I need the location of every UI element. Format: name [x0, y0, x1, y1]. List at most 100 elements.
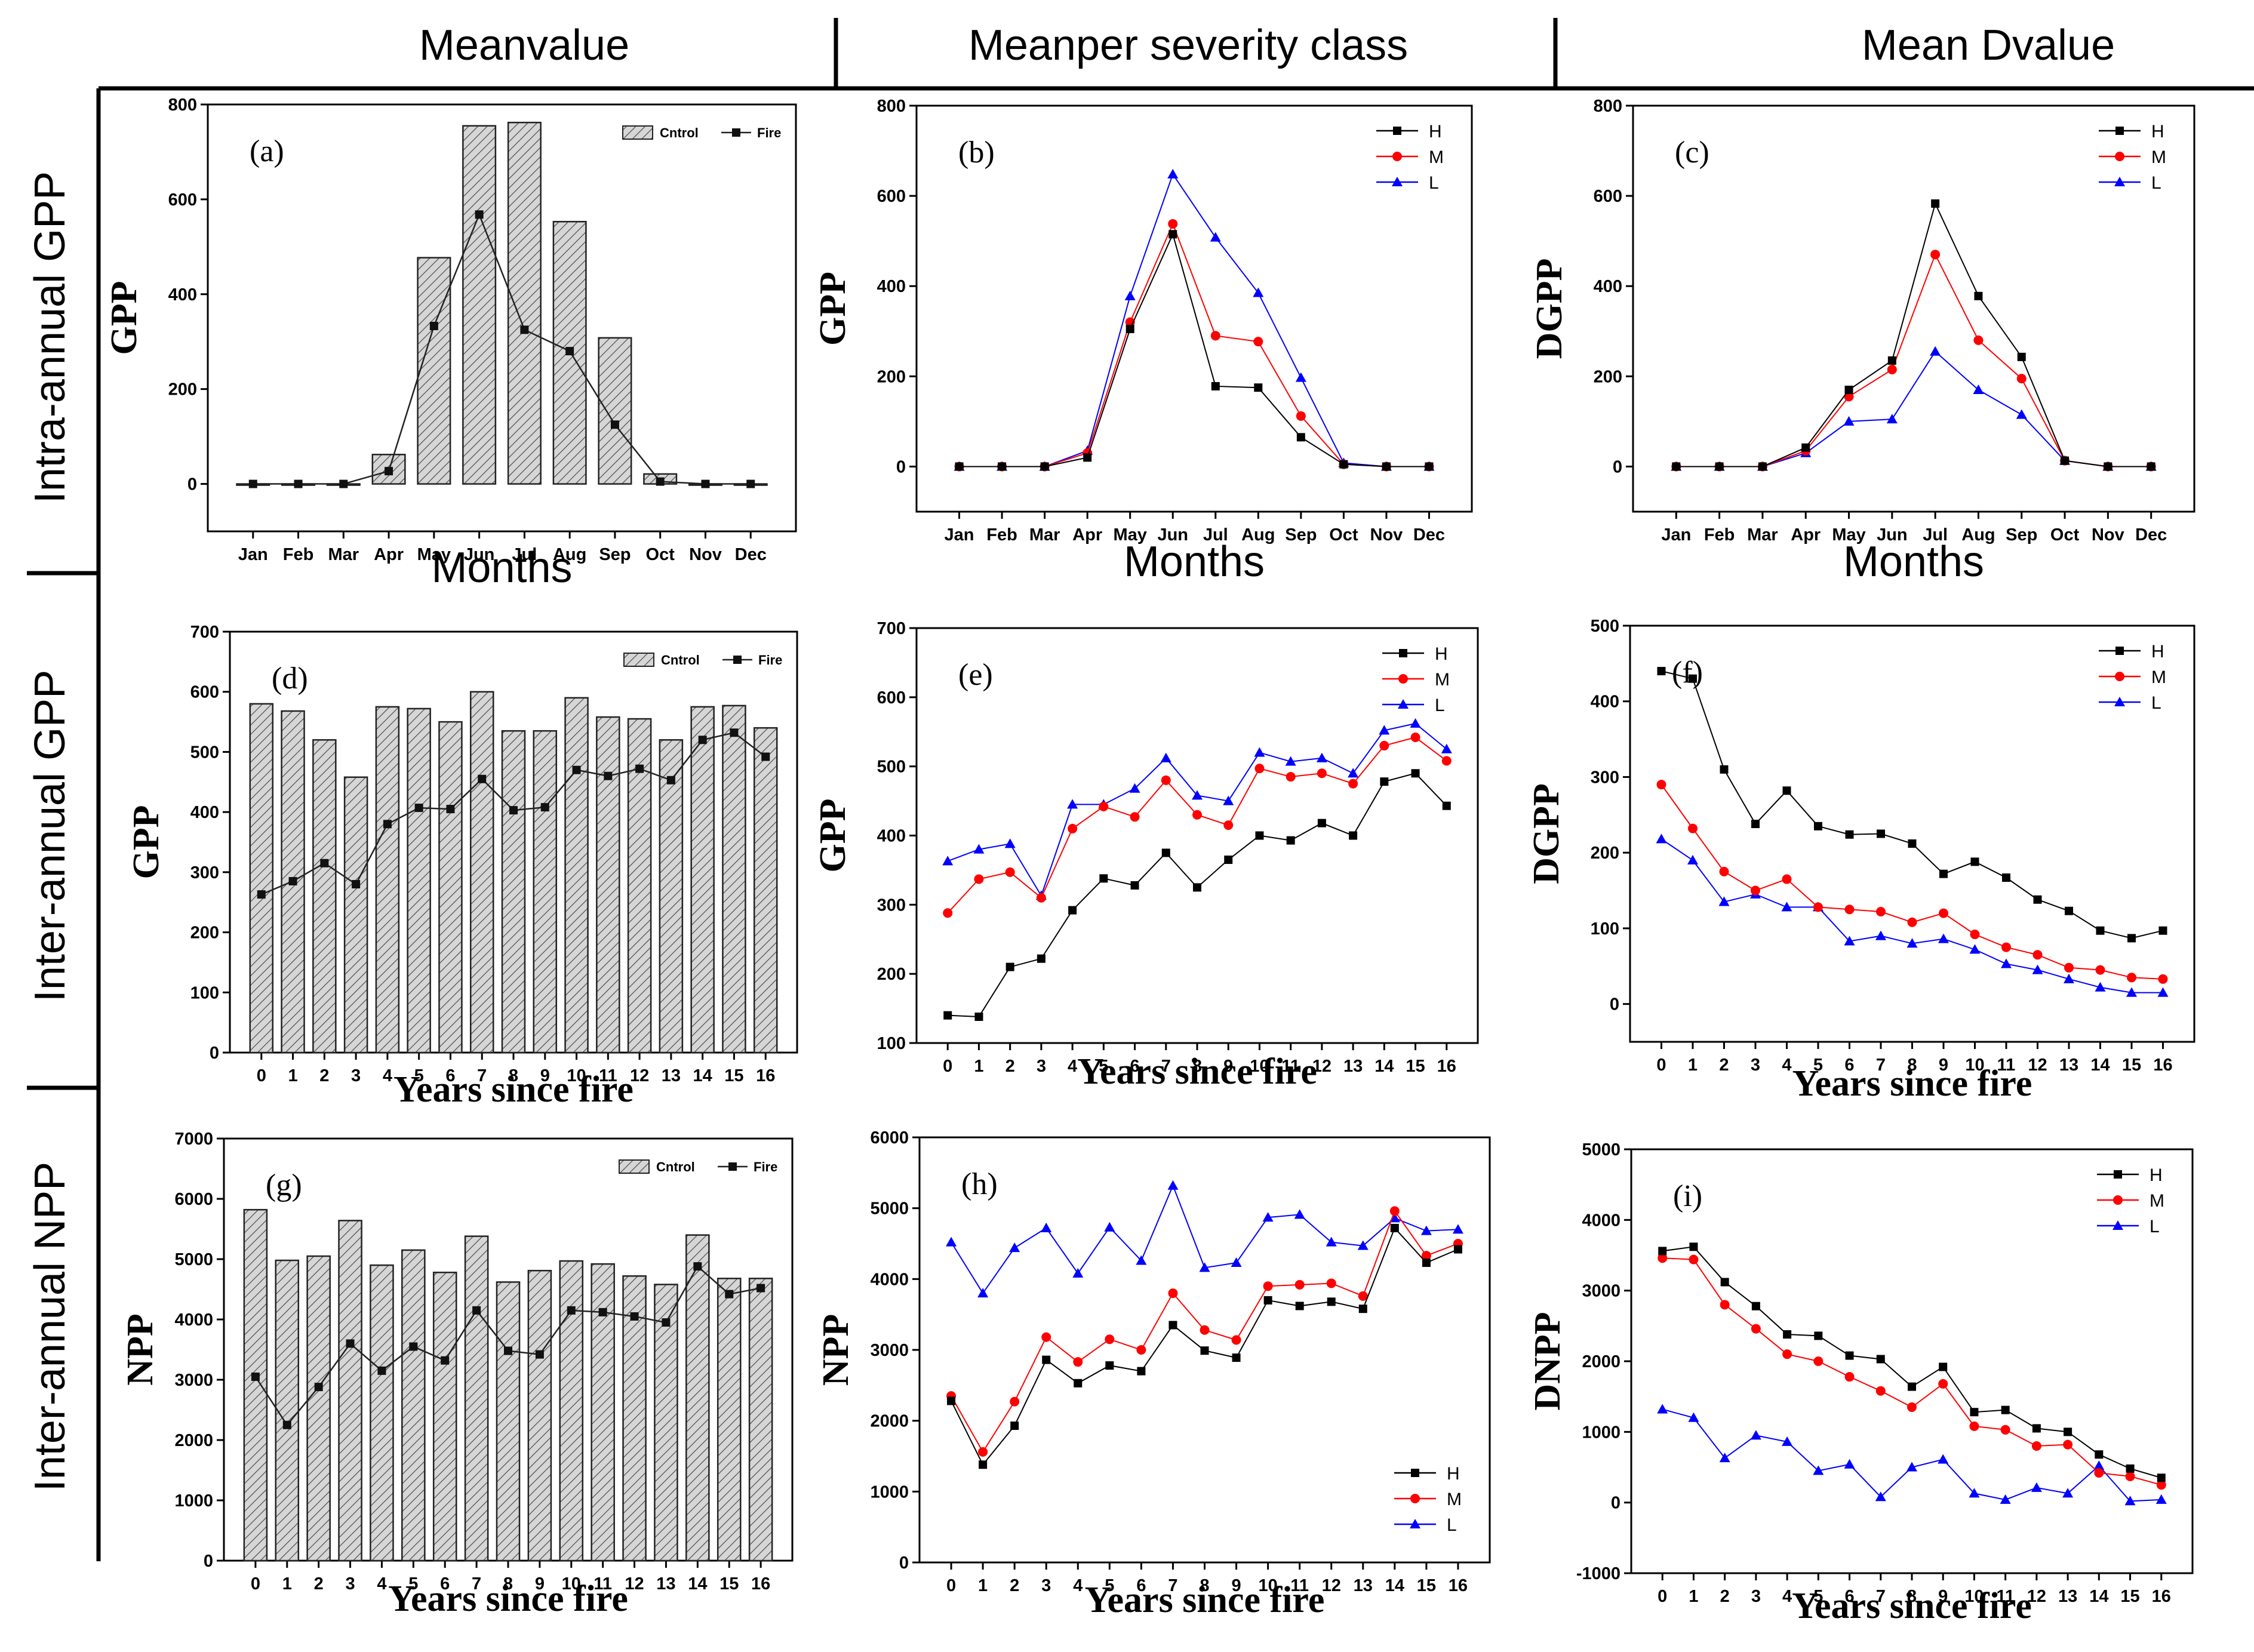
- bar-cntrol: [507, 121, 542, 485]
- point-m: [1689, 1254, 1699, 1265]
- x-tick-label: 8: [1907, 1056, 1917, 1075]
- legend-label-m: M: [1447, 1490, 1462, 1509]
- y-tick-label: 0: [899, 1553, 909, 1573]
- legend-label-h: H: [2151, 122, 2164, 141]
- x-axis-label: Months: [431, 544, 572, 592]
- x-tick-label: 0: [251, 1574, 260, 1593]
- x-tick-label: Aug: [1241, 525, 1275, 544]
- point-l: [1167, 1180, 1179, 1190]
- point-l: [1875, 1491, 1886, 1502]
- x-tick-label: 13: [1343, 1057, 1363, 1076]
- point-fire: [282, 1420, 291, 1429]
- y-axis-label: NPP: [816, 1314, 856, 1386]
- y-tick-label: 1000: [1582, 1423, 1620, 1442]
- point-l: [2016, 409, 2027, 419]
- point-h: [1844, 386, 1853, 394]
- point-l: [1348, 768, 1359, 778]
- x-tick-label: 15: [719, 1574, 739, 1593]
- y-tick-label: 6000: [174, 1190, 213, 1209]
- x-tick-label: 4: [1068, 1057, 1077, 1076]
- x-tick-label: Jun: [1877, 525, 1908, 544]
- point-h: [2126, 1464, 2135, 1473]
- point-m: [1326, 1278, 1336, 1288]
- point-m: [1099, 801, 1109, 811]
- point-m: [2064, 962, 2074, 973]
- series-line-h: [1661, 670, 2163, 939]
- x-tick-label: Jul: [1203, 525, 1228, 544]
- x-tick-label: 10: [1250, 1057, 1269, 1076]
- y-tick-label: 400: [190, 803, 219, 822]
- x-tick-label: 1: [282, 1574, 292, 1593]
- y-tick-label: 200: [1594, 367, 1622, 386]
- x-tick-label: Sep: [599, 545, 631, 564]
- point-m: [1210, 331, 1220, 341]
- x-tick-label: 3: [351, 1066, 361, 1085]
- series-line-m: [959, 222, 1429, 467]
- x-tick-label: 14: [1385, 1576, 1404, 1595]
- point-m: [1813, 1356, 1824, 1366]
- point-l: [1104, 1222, 1115, 1232]
- point-l: [1969, 1488, 1980, 1498]
- x-tick-label: 4: [1073, 1576, 1083, 1595]
- point-l: [1210, 232, 1221, 242]
- point-fire: [630, 1312, 639, 1321]
- x-tick-label: Mar: [1029, 525, 1060, 544]
- point-h: [1339, 460, 1348, 469]
- panel-label: (c): [1675, 136, 1709, 170]
- point-h: [1040, 462, 1049, 471]
- point-m: [2095, 965, 2105, 975]
- point-h: [1255, 831, 1264, 840]
- point-m: [1379, 740, 1389, 750]
- x-tick-label: 11: [1290, 1576, 1309, 1595]
- point-m: [1907, 917, 1917, 927]
- point-l: [2095, 982, 2106, 992]
- point-h: [998, 462, 1007, 471]
- point-m: [1253, 337, 1263, 347]
- y-axis-label: GPP: [813, 799, 853, 873]
- plot-frame: [1630, 1148, 2194, 1574]
- legend-marker-h: [1411, 1469, 1419, 1477]
- point-h: [2157, 1473, 2166, 1482]
- point-h: [2017, 352, 2026, 361]
- point-m: [1200, 1325, 1210, 1335]
- x-tick-label: 11: [599, 1066, 617, 1085]
- x-tick-label: 1: [1689, 1587, 1698, 1606]
- y-tick-label: 200: [877, 965, 906, 984]
- point-h: [947, 1396, 956, 1405]
- point-m: [1041, 1332, 1051, 1342]
- point-l: [1886, 414, 1898, 424]
- point-l: [1124, 290, 1136, 300]
- point-h: [1005, 962, 1014, 971]
- x-tick-label: 16: [1437, 1057, 1456, 1076]
- point-m: [943, 908, 953, 918]
- point-fire: [509, 806, 518, 815]
- x-tick-label: 7: [1876, 1587, 1886, 1606]
- point-h: [2032, 1424, 2041, 1433]
- x-tick-label: 16: [2152, 1587, 2171, 1606]
- point-l: [1294, 1209, 1305, 1219]
- point-fire: [446, 805, 455, 814]
- y-tick-label: 1000: [870, 1482, 909, 1502]
- x-tick-label: 15: [2120, 1587, 2139, 1606]
- x-tick-label: Nov: [689, 545, 722, 564]
- point-h: [1782, 786, 1791, 795]
- x-tick-label: 15: [1417, 1576, 1436, 1595]
- x-tick-label: 0: [946, 1576, 956, 1595]
- x-tick-label: 6: [1844, 1587, 1854, 1606]
- y-tick-label: 800: [168, 96, 197, 115]
- point-l: [2157, 987, 2169, 997]
- point-m: [1751, 885, 1760, 896]
- y-tick-label: 2000: [870, 1412, 909, 1431]
- point-m: [1068, 823, 1078, 833]
- point-m: [1875, 1386, 1886, 1396]
- y-tick-label: 100: [190, 983, 219, 1002]
- point-m: [1254, 764, 1265, 774]
- legend-marker-l: [2114, 177, 2125, 186]
- point-h: [1887, 356, 1896, 365]
- x-tick-label: 6: [445, 1066, 455, 1085]
- point-m: [1105, 1334, 1115, 1345]
- y-axis-label: GPP: [104, 281, 144, 355]
- x-tick-label: Jun: [464, 545, 495, 564]
- point-m: [1358, 1291, 1368, 1301]
- point-h: [1751, 1302, 1760, 1310]
